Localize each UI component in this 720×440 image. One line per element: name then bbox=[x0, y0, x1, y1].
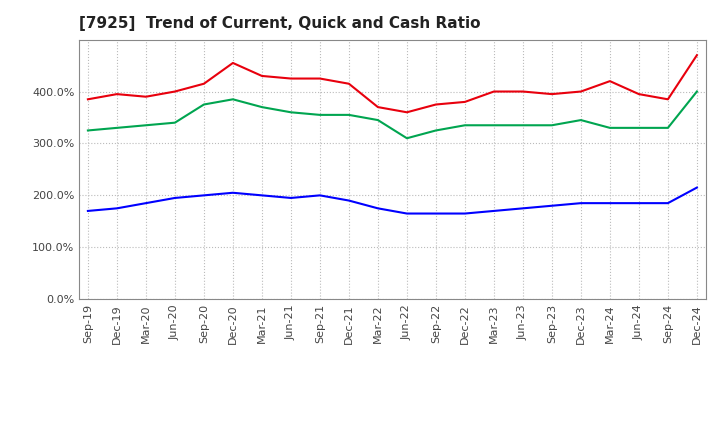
Cash Ratio bbox=[84, 208, 92, 213]
Cash Ratio bbox=[287, 195, 295, 201]
Current Ratio bbox=[693, 52, 701, 58]
Cash Ratio bbox=[258, 193, 266, 198]
Cash Ratio bbox=[142, 201, 150, 206]
Cash Ratio bbox=[577, 201, 585, 206]
Line: Current Ratio: Current Ratio bbox=[88, 55, 697, 112]
Cash Ratio bbox=[431, 211, 440, 216]
Cash Ratio bbox=[402, 211, 411, 216]
Cash Ratio bbox=[548, 203, 557, 209]
Current Ratio bbox=[345, 81, 354, 86]
Current Ratio bbox=[142, 94, 150, 99]
Current Ratio bbox=[548, 92, 557, 97]
Current Ratio bbox=[374, 104, 382, 110]
Cash Ratio bbox=[518, 205, 527, 211]
Cash Ratio bbox=[634, 201, 643, 206]
Current Ratio bbox=[577, 89, 585, 94]
Quick Ratio bbox=[490, 123, 498, 128]
Current Ratio bbox=[112, 92, 121, 97]
Cash Ratio bbox=[693, 185, 701, 190]
Quick Ratio bbox=[287, 110, 295, 115]
Cash Ratio bbox=[374, 205, 382, 211]
Current Ratio bbox=[606, 78, 614, 84]
Cash Ratio bbox=[664, 201, 672, 206]
Cash Ratio bbox=[345, 198, 354, 203]
Current Ratio bbox=[490, 89, 498, 94]
Quick Ratio bbox=[112, 125, 121, 131]
Current Ratio bbox=[402, 110, 411, 115]
Cash Ratio bbox=[315, 193, 324, 198]
Quick Ratio bbox=[518, 123, 527, 128]
Quick Ratio bbox=[693, 89, 701, 94]
Quick Ratio bbox=[84, 128, 92, 133]
Quick Ratio bbox=[577, 117, 585, 123]
Current Ratio bbox=[315, 76, 324, 81]
Quick Ratio bbox=[664, 125, 672, 131]
Quick Ratio bbox=[548, 123, 557, 128]
Cash Ratio bbox=[171, 195, 179, 201]
Cash Ratio bbox=[461, 211, 469, 216]
Quick Ratio bbox=[606, 125, 614, 131]
Quick Ratio bbox=[258, 104, 266, 110]
Text: [7925]  Trend of Current, Quick and Cash Ratio: [7925] Trend of Current, Quick and Cash … bbox=[79, 16, 481, 32]
Current Ratio bbox=[518, 89, 527, 94]
Quick Ratio bbox=[345, 112, 354, 117]
Current Ratio bbox=[634, 92, 643, 97]
Quick Ratio bbox=[402, 136, 411, 141]
Current Ratio bbox=[199, 81, 208, 86]
Current Ratio bbox=[171, 89, 179, 94]
Quick Ratio bbox=[374, 117, 382, 123]
Cash Ratio bbox=[199, 193, 208, 198]
Quick Ratio bbox=[431, 128, 440, 133]
Cash Ratio bbox=[606, 201, 614, 206]
Quick Ratio bbox=[228, 97, 237, 102]
Cash Ratio bbox=[112, 205, 121, 211]
Quick Ratio bbox=[142, 123, 150, 128]
Current Ratio bbox=[228, 60, 237, 66]
Current Ratio bbox=[431, 102, 440, 107]
Cash Ratio bbox=[228, 190, 237, 195]
Quick Ratio bbox=[199, 102, 208, 107]
Current Ratio bbox=[461, 99, 469, 105]
Quick Ratio bbox=[461, 123, 469, 128]
Quick Ratio bbox=[634, 125, 643, 131]
Current Ratio bbox=[84, 97, 92, 102]
Quick Ratio bbox=[315, 112, 324, 117]
Quick Ratio bbox=[171, 120, 179, 125]
Line: Cash Ratio: Cash Ratio bbox=[88, 187, 697, 213]
Current Ratio bbox=[664, 97, 672, 102]
Current Ratio bbox=[287, 76, 295, 81]
Cash Ratio bbox=[490, 208, 498, 213]
Line: Quick Ratio: Quick Ratio bbox=[88, 92, 697, 138]
Current Ratio bbox=[258, 73, 266, 79]
